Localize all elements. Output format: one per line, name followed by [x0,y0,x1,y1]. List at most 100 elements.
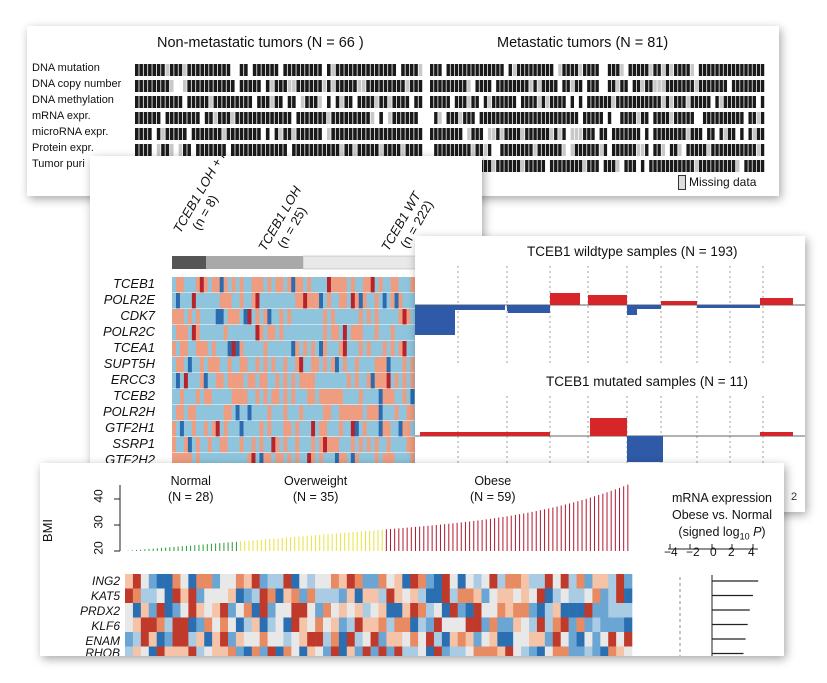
expression-cell [441,574,451,589]
coverage-cell [331,64,335,76]
heatmap-cell [199,325,205,341]
expression-cell [418,603,427,618]
heatmap-cell [402,293,407,309]
heatmap-cell [291,341,296,357]
expression-cell [291,603,300,618]
heatmap-cell [299,453,304,469]
coverage-cell [200,128,205,140]
expression-cell [616,603,625,618]
heatmap-cell [191,341,197,357]
heatmap-cell [390,437,395,453]
coverage-cell [690,128,694,140]
coverage-cell [458,112,463,124]
heatmap-cell [342,421,348,437]
coverage-cell [261,144,266,156]
coverage-cell [283,128,287,140]
coverage-cell [541,112,546,124]
heatmap-cell [203,357,209,373]
coverage-cell [545,128,550,140]
expression-cell [568,588,577,603]
coverage-cell [322,80,327,92]
heatmap-cell [231,405,236,421]
expression-cell [378,632,387,647]
heatmap-cell [319,389,324,405]
coverage-cell [715,160,719,172]
coverage-cell [183,128,187,140]
expression-cell [362,603,371,618]
expression-cell [552,588,561,603]
coverage-cell [370,96,375,108]
heatmap-cell [398,325,403,341]
coverage-cell [525,64,529,76]
coverage-cell [512,96,517,108]
coverage-cell [200,96,205,108]
expression-cell [544,632,554,647]
expression-cell [410,617,419,632]
side-tick-minus2: −2 [686,545,700,559]
expression-cell [473,588,482,603]
coverage-cell [537,64,541,76]
coverage-cell [611,64,616,76]
expression-cell [235,574,245,589]
heatmap-cell [358,453,364,469]
heatmap-cell [259,357,264,373]
coverage-cell [678,128,682,140]
expression-cell [576,617,585,632]
heatmap-cell [227,437,232,453]
coverage-cell [379,80,383,92]
heatmap-cell [342,293,348,309]
expression-cell [616,632,625,647]
heatmap-cell [402,325,407,341]
coverage-cell [396,112,401,124]
heatmap-cell [390,405,395,421]
heatmap-cell [271,277,276,293]
coverage-cell [370,112,375,124]
expression-cell [346,617,356,632]
heatmap-cell [346,341,352,357]
heatmap-cell [378,405,383,421]
heatmap-cell [295,421,300,437]
heatmap-cell [207,437,213,453]
heatmap-cell [191,389,197,405]
coverage-cell [327,80,331,92]
coverage-cell [715,112,719,124]
expression-cell [299,617,308,632]
coverage-cell [438,144,442,156]
coverage-cell [731,80,736,92]
coverage-cell [504,160,508,172]
coverage-cell [649,144,653,156]
expression-cell [227,646,237,656]
coverage-cell [711,64,715,76]
heatmap-cell [291,421,296,437]
coverage-cell [143,112,148,124]
coverage-cell [752,160,756,172]
heatmap-cell [203,405,209,421]
coverage-cell [265,144,270,156]
coverage-cell [434,80,438,92]
group-label-normal: Normal (N = 28) [168,473,214,505]
coverage-cell [665,96,670,108]
coverage-cell [760,112,765,124]
expression-cell [243,588,253,603]
heatmap-cell [275,437,280,453]
expression-cell [354,603,363,618]
panel-b-heatmap-grid [172,255,482,469]
coverage-cell [479,112,484,124]
heatmap-cell [223,405,228,421]
coverage-cell [174,80,178,92]
coverage-cell [165,64,170,76]
heatmap-cell [398,341,403,357]
coverage-cell [434,128,438,140]
heatmap-cell [271,437,276,453]
heatmap-cell [243,437,248,453]
heatmap-cell [327,341,332,357]
expression-cell [164,574,173,589]
coverage-cell [508,160,512,172]
heatmap-cell [362,357,368,373]
coverage-cell [450,128,455,140]
heatmap-cell [223,389,228,405]
heatmap-cell [275,453,280,469]
heatmap-cell [406,389,411,405]
heatmap-cell [175,309,181,325]
heatmap-cell [362,405,368,421]
